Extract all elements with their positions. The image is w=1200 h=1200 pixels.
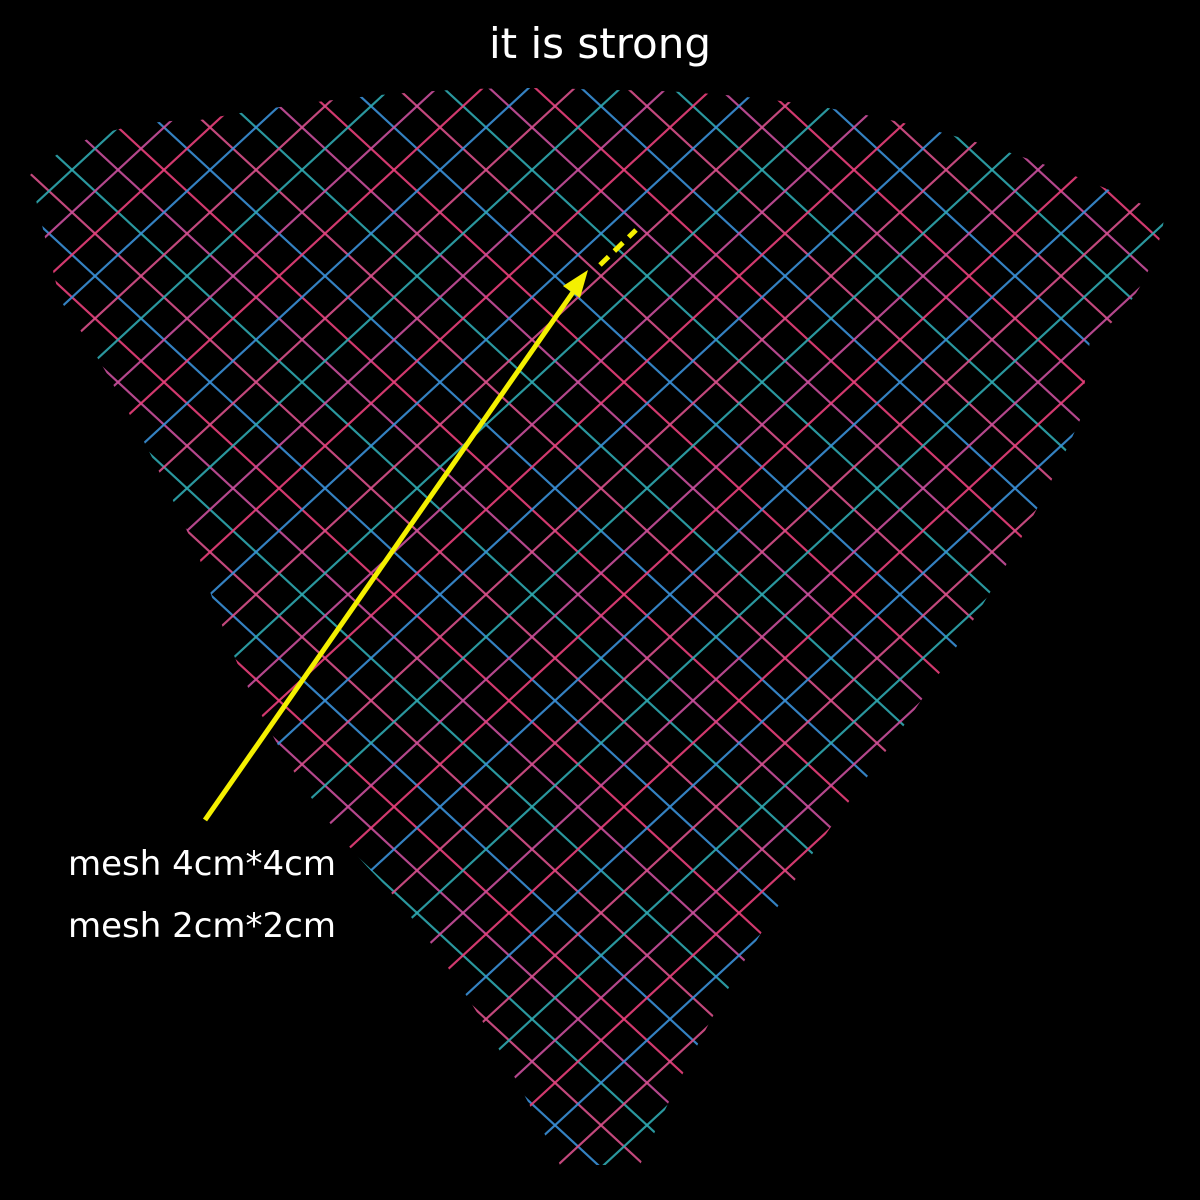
title: it is strong [489, 19, 711, 68]
net-strand [30, 88, 349, 1165]
net-strand [255, 88, 1165, 1165]
arrow-shaft [202, 283, 581, 822]
net-strand [30, 88, 993, 1165]
net-strand [30, 88, 867, 1165]
net-strand [289, 88, 1165, 1165]
net-strand [623, 88, 1165, 1165]
net-strand [30, 88, 671, 1165]
net-strand [30, 88, 947, 1165]
arrow-head [563, 270, 588, 298]
net-strand [30, 88, 533, 1165]
net-strand [30, 88, 1039, 1165]
mesh-label: mesh 4cm*4cm [68, 844, 336, 884]
net-strand [577, 88, 1165, 1165]
net-strand [30, 88, 441, 1165]
net-strand [209, 88, 1165, 1165]
net-strand [30, 88, 901, 1165]
net-strand [853, 88, 1165, 1165]
net-strand [30, 88, 1085, 1165]
net-strand [163, 88, 1165, 1165]
net-strand [30, 88, 913, 1165]
net-strand [807, 88, 1165, 1165]
net-strand [30, 88, 487, 1165]
net-strand [30, 88, 395, 1165]
net-strand [30, 88, 625, 1165]
net-strand [715, 88, 1165, 1165]
net-strand [531, 88, 1165, 1165]
mesh-indicator [598, 228, 638, 267]
net-strand [669, 88, 1165, 1165]
net-strand [117, 88, 1165, 1165]
net-strand [899, 88, 1165, 1165]
net-strand [30, 88, 579, 1165]
net-strand [301, 88, 1165, 1165]
mesh-label: mesh 2cm*2cm [68, 906, 336, 946]
net-strand [30, 88, 257, 1165]
net-strand [30, 88, 303, 1165]
net-strand [761, 88, 1165, 1165]
